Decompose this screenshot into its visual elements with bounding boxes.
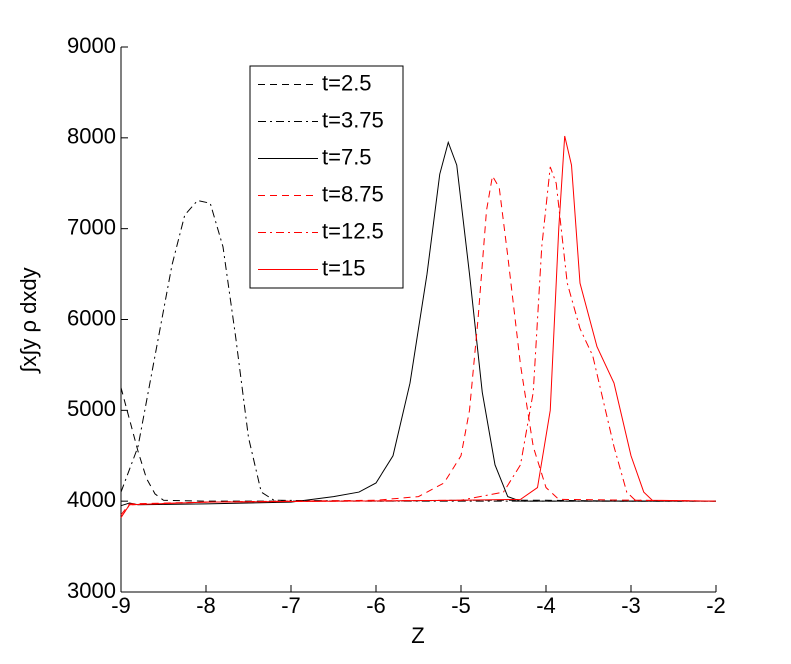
legend-label: t=15	[322, 255, 365, 280]
x-tick-label: -3	[621, 593, 641, 618]
legend-label: t=8.75	[322, 181, 384, 206]
legend-label: t=12.5	[322, 218, 384, 243]
legend-label: t=2.5	[322, 70, 372, 95]
y-tick-label: 4000	[67, 487, 116, 512]
series-line	[120, 135, 717, 518]
x-tick-label: -9	[111, 593, 131, 618]
y-axis-label: ∫x∫y ρ dxdy	[16, 267, 41, 374]
x-tick-label: -6	[366, 593, 386, 618]
x-tick-label: -2	[706, 593, 726, 618]
legend-box	[249, 65, 404, 289]
y-tick-label: 5000	[67, 396, 116, 421]
x-tick-label: -8	[196, 593, 216, 618]
y-tick-label: 6000	[67, 305, 116, 330]
legend-label: t=3.75	[322, 107, 384, 132]
series-line	[120, 387, 716, 502]
x-tick-label: -4	[536, 593, 556, 618]
y-tick-label: 9000	[67, 33, 116, 58]
legend-label: t=7.5	[322, 144, 372, 169]
x-tick-label: -7	[281, 593, 301, 618]
y-tick-label: 7000	[67, 214, 116, 239]
series-line	[120, 199, 716, 502]
series-line	[120, 140, 716, 507]
series-line	[120, 166, 717, 518]
series-line	[120, 174, 717, 516]
y-tick-label: 8000	[67, 124, 116, 149]
y-tick-label: 3000	[67, 578, 116, 603]
x-axis-label: Z	[411, 623, 424, 648]
x-tick-label: -5	[451, 593, 471, 618]
